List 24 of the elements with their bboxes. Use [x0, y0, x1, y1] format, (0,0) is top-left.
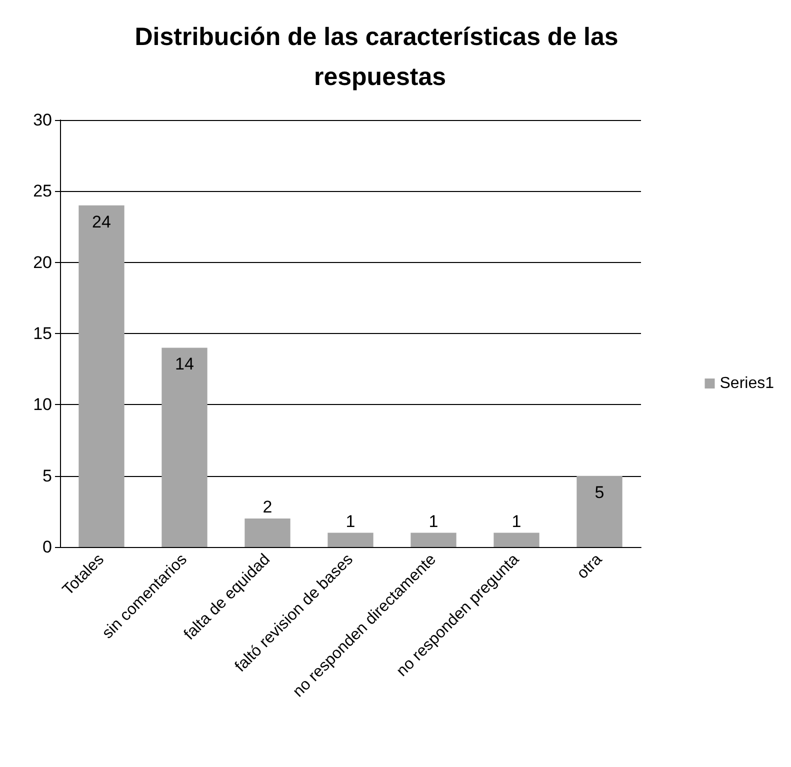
data-label: 1: [512, 512, 522, 531]
x-tick-label: otra: [574, 550, 606, 582]
bar: [78, 205, 124, 547]
chart-title: Distribución de las características de las respuestas: [134, 23, 626, 91]
data-label: 14: [175, 354, 194, 374]
y-tick-label: 20: [33, 252, 52, 272]
y-tick-label: 5: [42, 466, 52, 486]
data-label: 5: [594, 482, 604, 502]
bar: [576, 476, 622, 547]
legend-label: Series1: [720, 375, 774, 392]
bar: [410, 532, 456, 547]
y-tick-label: 15: [33, 324, 52, 343]
bar: [162, 348, 208, 547]
data-label: 2: [262, 498, 272, 517]
y-tick-label: 0: [42, 538, 52, 556]
y-tick-label: 25: [33, 182, 52, 201]
data-label: 1: [346, 512, 356, 531]
data-label: 24: [92, 212, 111, 232]
bar: [244, 518, 290, 547]
y-tick-label: 10: [33, 395, 52, 414]
bar: [328, 532, 374, 547]
y-tick-label: 30: [33, 110, 52, 130]
bar: [494, 532, 540, 547]
data-label: 1: [428, 512, 438, 531]
